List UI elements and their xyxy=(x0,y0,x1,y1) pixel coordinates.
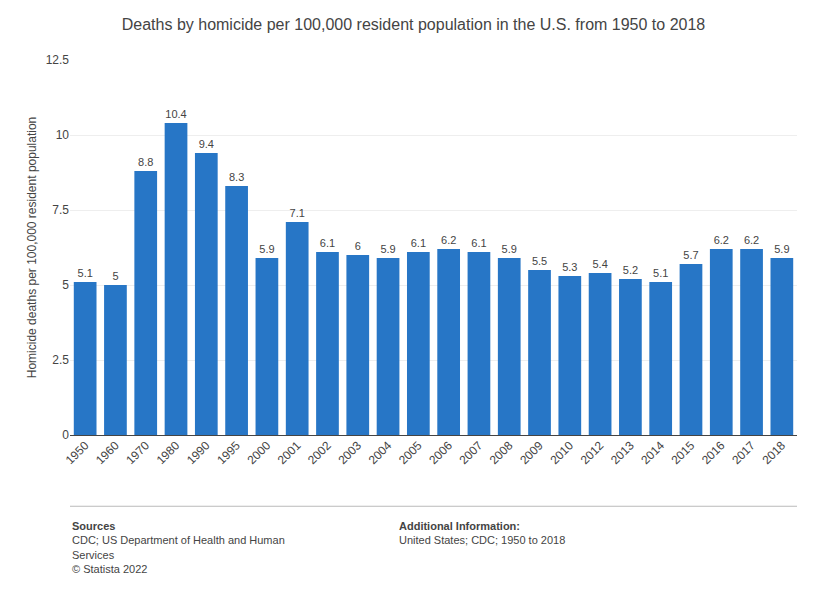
svg-text:5.9: 5.9 xyxy=(502,243,517,255)
svg-text:6.1: 6.1 xyxy=(471,237,486,249)
svg-text:2003: 2003 xyxy=(335,438,364,467)
svg-text:1950: 1950 xyxy=(63,438,92,467)
svg-text:5: 5 xyxy=(62,278,69,292)
svg-text:7.1: 7.1 xyxy=(290,207,305,219)
svg-text:5.1: 5.1 xyxy=(653,267,668,279)
svg-text:6.2: 6.2 xyxy=(714,234,729,246)
svg-text:Additional Information:United: Additional Information:United States; CD… xyxy=(399,520,565,546)
svg-text:6.2: 6.2 xyxy=(744,234,759,246)
svg-text:2001: 2001 xyxy=(275,438,304,467)
svg-text:5: 5 xyxy=(112,270,118,282)
svg-text:5.9: 5.9 xyxy=(259,243,274,255)
svg-text:5.7: 5.7 xyxy=(683,249,698,261)
svg-text:2000: 2000 xyxy=(244,438,273,467)
svg-text:12.5: 12.5 xyxy=(46,53,70,67)
svg-text:2005: 2005 xyxy=(396,438,425,467)
svg-text:2.5: 2.5 xyxy=(52,353,69,367)
svg-text:5.5: 5.5 xyxy=(532,255,547,267)
svg-text:SourcesCDC; US Department of H: SourcesCDC; US Department of Health and … xyxy=(72,520,285,575)
svg-text:6: 6 xyxy=(355,240,361,252)
svg-text:8.3: 8.3 xyxy=(229,171,244,183)
svg-text:2006: 2006 xyxy=(426,438,455,467)
svg-text:2014: 2014 xyxy=(638,438,667,467)
svg-text:5.9: 5.9 xyxy=(380,243,395,255)
svg-text:5.2: 5.2 xyxy=(623,264,638,276)
svg-text:5.1: 5.1 xyxy=(78,267,93,279)
svg-text:Homicide deaths per 100,000 re: Homicide deaths per 100,000 resident pop… xyxy=(25,117,39,379)
svg-text:2012: 2012 xyxy=(578,438,607,467)
svg-text:7.5: 7.5 xyxy=(52,203,69,217)
svg-text:6.2: 6.2 xyxy=(441,234,456,246)
svg-text:0: 0 xyxy=(62,428,69,442)
svg-text:2008: 2008 xyxy=(487,438,516,467)
svg-text:2002: 2002 xyxy=(305,438,334,467)
svg-text:2007: 2007 xyxy=(457,438,486,467)
svg-text:1960: 1960 xyxy=(93,438,122,467)
svg-text:2018: 2018 xyxy=(759,438,788,467)
svg-text:2015: 2015 xyxy=(669,438,698,467)
svg-text:2016: 2016 xyxy=(699,438,728,467)
svg-text:2004: 2004 xyxy=(366,438,395,467)
svg-text:1980: 1980 xyxy=(154,438,183,467)
svg-text:8.8: 8.8 xyxy=(138,156,153,168)
svg-text:5.3: 5.3 xyxy=(562,261,577,273)
svg-text:Deaths by homicide per 100,000: Deaths by homicide per 100,000 resident … xyxy=(122,16,706,33)
svg-text:9.4: 9.4 xyxy=(199,138,214,150)
svg-text:5.9: 5.9 xyxy=(774,243,789,255)
svg-text:1970: 1970 xyxy=(123,438,152,467)
svg-text:1990: 1990 xyxy=(184,438,213,467)
svg-text:6.1: 6.1 xyxy=(320,237,335,249)
svg-text:5.4: 5.4 xyxy=(592,258,607,270)
svg-text:10.4: 10.4 xyxy=(165,108,186,120)
svg-text:10: 10 xyxy=(56,128,70,142)
svg-text:1995: 1995 xyxy=(214,438,243,467)
svg-text:6.1: 6.1 xyxy=(411,237,426,249)
svg-text:2017: 2017 xyxy=(729,438,758,467)
svg-text:2010: 2010 xyxy=(547,438,576,467)
svg-text:2009: 2009 xyxy=(517,438,546,467)
svg-text:2013: 2013 xyxy=(608,438,637,467)
